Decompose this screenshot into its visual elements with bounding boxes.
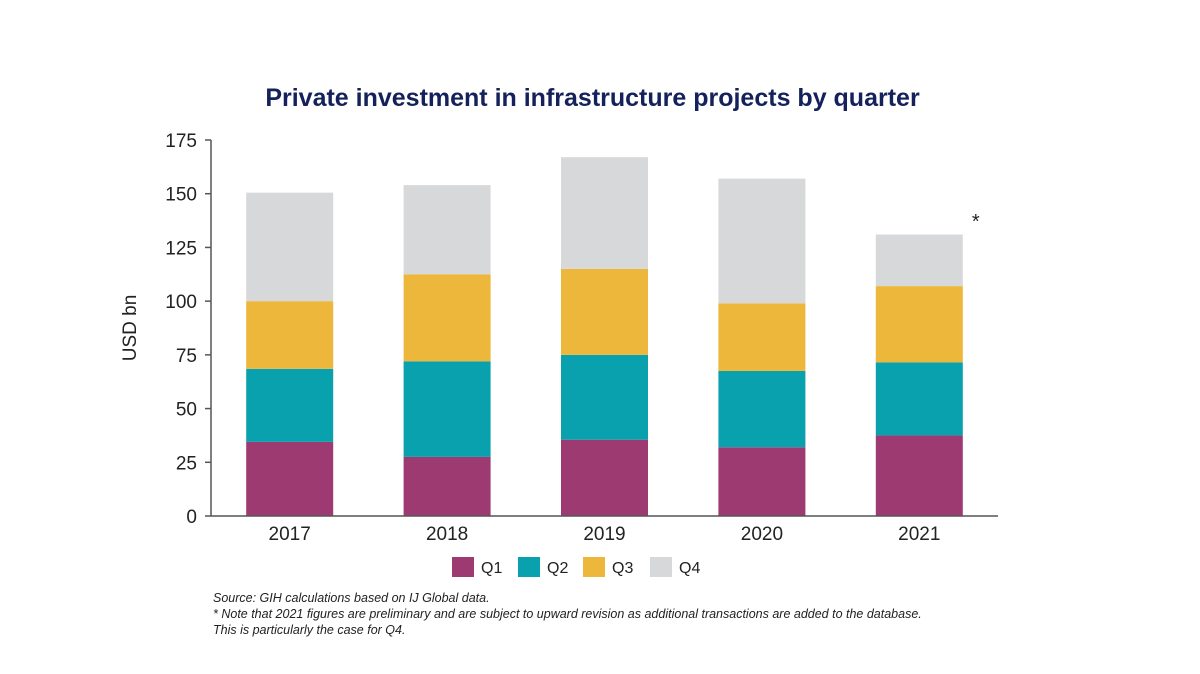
legend-label-q1: Q1 (481, 560, 502, 577)
legend-swatch-q4 (650, 557, 672, 577)
bar-2017-q4 (246, 192, 334, 302)
x-tick-label-2020: 2020 (741, 524, 783, 545)
bar-2017-q2 (246, 368, 334, 442)
bar-2020-q3 (718, 303, 806, 371)
preliminary-note-line-2: This is particularly the case for Q4. (213, 623, 406, 637)
chart-title: Private investment in infrastructure pro… (265, 84, 920, 112)
bar-2019-q2 (561, 354, 648, 440)
y-tick-label-25: 25 (176, 453, 197, 474)
bar-2019-q4 (561, 157, 648, 269)
x-tick-label-2021: 2021 (898, 524, 940, 545)
bar-2019-q3 (561, 268, 648, 355)
legend-label-q2: Q2 (547, 560, 568, 577)
y-tick-label-50: 50 (176, 400, 197, 421)
chart-notes: Source: GIH calculations based on IJ Glo… (213, 590, 1173, 638)
y-tick-label-75: 75 (176, 346, 197, 367)
bar-2017-q3 (246, 301, 334, 369)
bar-2019-q1 (561, 439, 648, 516)
annotation-asterisk-2021: * (972, 211, 980, 233)
bar-2021-q1 (875, 435, 963, 516)
bar-2021-q3 (875, 286, 963, 363)
legend-swatch-q1 (452, 557, 474, 577)
bar-2020-q4 (718, 178, 806, 304)
x-tick-label-2019: 2019 (583, 524, 625, 545)
y-tick-label-150: 150 (165, 185, 197, 206)
source-note: Source: GIH calculations based on IJ Glo… (213, 591, 490, 605)
x-tick-label-2018: 2018 (426, 524, 468, 545)
x-tick-label-2017: 2017 (269, 524, 311, 545)
bar-2018-q3 (403, 274, 491, 362)
y-tick-label-125: 125 (165, 238, 197, 259)
legend-label-q4: Q4 (679, 560, 700, 577)
y-tick-label-175: 175 (165, 131, 197, 152)
y-tick-label-100: 100 (165, 292, 197, 313)
legend-swatch-q2 (518, 557, 540, 577)
bar-2018-q2 (403, 361, 491, 457)
y-tick-label-0: 0 (186, 507, 197, 528)
bar-2018-q1 (403, 456, 491, 516)
y-axis-label: USD bn (120, 295, 141, 362)
bar-2018-q4 (403, 185, 491, 275)
bar-2020-q1 (718, 447, 806, 516)
legend-label-q3: Q3 (612, 560, 633, 577)
preliminary-note-line-1: * Note that 2021 figures are preliminary… (213, 607, 922, 621)
bar-2021-q4 (875, 234, 963, 287)
legend-swatch-q3 (583, 557, 605, 577)
bar-2017-q1 (246, 441, 334, 516)
bar-2020-q2 (718, 370, 806, 448)
bar-2021-q2 (875, 362, 963, 436)
